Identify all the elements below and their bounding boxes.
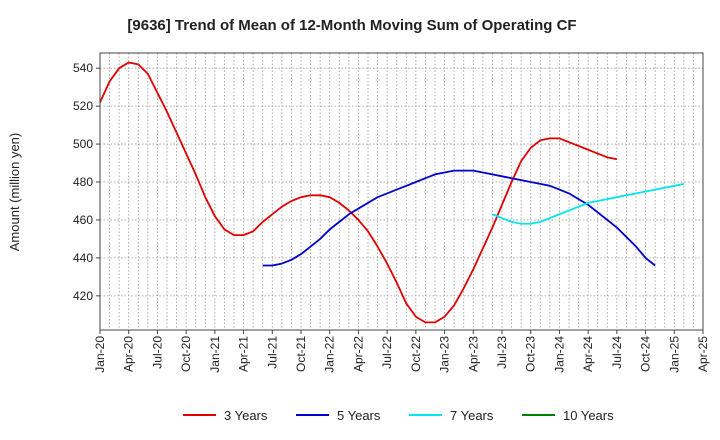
series-line-5-years bbox=[262, 169, 656, 267]
y-axis-ticks: 420 440 460 480 500 520 540 bbox=[73, 61, 100, 303]
x-tick-label: Jul-23 bbox=[495, 336, 509, 369]
x-tick-label: Jan-24 bbox=[552, 336, 566, 373]
plot-area-frame bbox=[99, 52, 704, 331]
chart-title: [9636] Trend of Mean of 12-Month Moving … bbox=[127, 17, 576, 34]
x-tick-label: Jan-25 bbox=[667, 336, 681, 373]
legend-label: 3 Years bbox=[224, 408, 268, 423]
legend: 3 Years 5 Years 7 Years 10 Years bbox=[183, 408, 614, 423]
y-tick-label: 500 bbox=[73, 137, 93, 151]
series-line-3-years bbox=[99, 61, 618, 324]
x-axis-ticks: Jan-20 Apr-20 Jul-20 Oct-20 Jan-21 Apr-21 Jul-… bbox=[93, 330, 710, 373]
series-line-7-years bbox=[492, 183, 685, 225]
x-tick-label: Jan-23 bbox=[438, 336, 452, 373]
x-tick-label: Apr-25 bbox=[696, 336, 710, 372]
y-tick-label: 460 bbox=[73, 213, 93, 227]
x-tick-label: Apr-21 bbox=[237, 336, 251, 372]
y-tick-label: 480 bbox=[73, 175, 93, 189]
x-tick-label: Jul-24 bbox=[610, 336, 624, 369]
x-tick-label: Oct-23 bbox=[524, 336, 538, 372]
x-tick-label: Oct-24 bbox=[639, 336, 653, 372]
y-axis-label: Amount (million yen) bbox=[7, 133, 22, 252]
legend-label: 7 Years bbox=[450, 408, 494, 423]
x-tick-label: Jan-20 bbox=[93, 336, 107, 373]
x-tick-label: Jul-21 bbox=[265, 336, 279, 369]
y-tick-label: 440 bbox=[73, 251, 93, 265]
x-tick-label: Jan-21 bbox=[208, 336, 222, 373]
y-tick-label: 540 bbox=[73, 61, 93, 75]
x-tick-label: Oct-21 bbox=[294, 336, 308, 372]
x-tick-label: Apr-22 bbox=[351, 336, 365, 372]
x-tick-label: Jan-22 bbox=[323, 336, 337, 373]
x-tick-label: Oct-20 bbox=[179, 336, 193, 372]
legend-label: 5 Years bbox=[337, 408, 381, 423]
x-tick-label: Apr-20 bbox=[122, 336, 136, 372]
x-tick-label: Oct-22 bbox=[409, 336, 423, 372]
x-tick-label: Apr-24 bbox=[581, 336, 595, 372]
x-tick-label: Apr-23 bbox=[466, 336, 480, 372]
series-layer bbox=[99, 61, 685, 324]
y-tick-label: 420 bbox=[73, 289, 93, 303]
x-tick-label: Jul-22 bbox=[380, 336, 394, 369]
x-tick-label: Jul-20 bbox=[150, 336, 164, 369]
grid-lines bbox=[100, 53, 703, 330]
legend-label: 10 Years bbox=[563, 408, 614, 423]
y-tick-label: 520 bbox=[73, 99, 93, 113]
